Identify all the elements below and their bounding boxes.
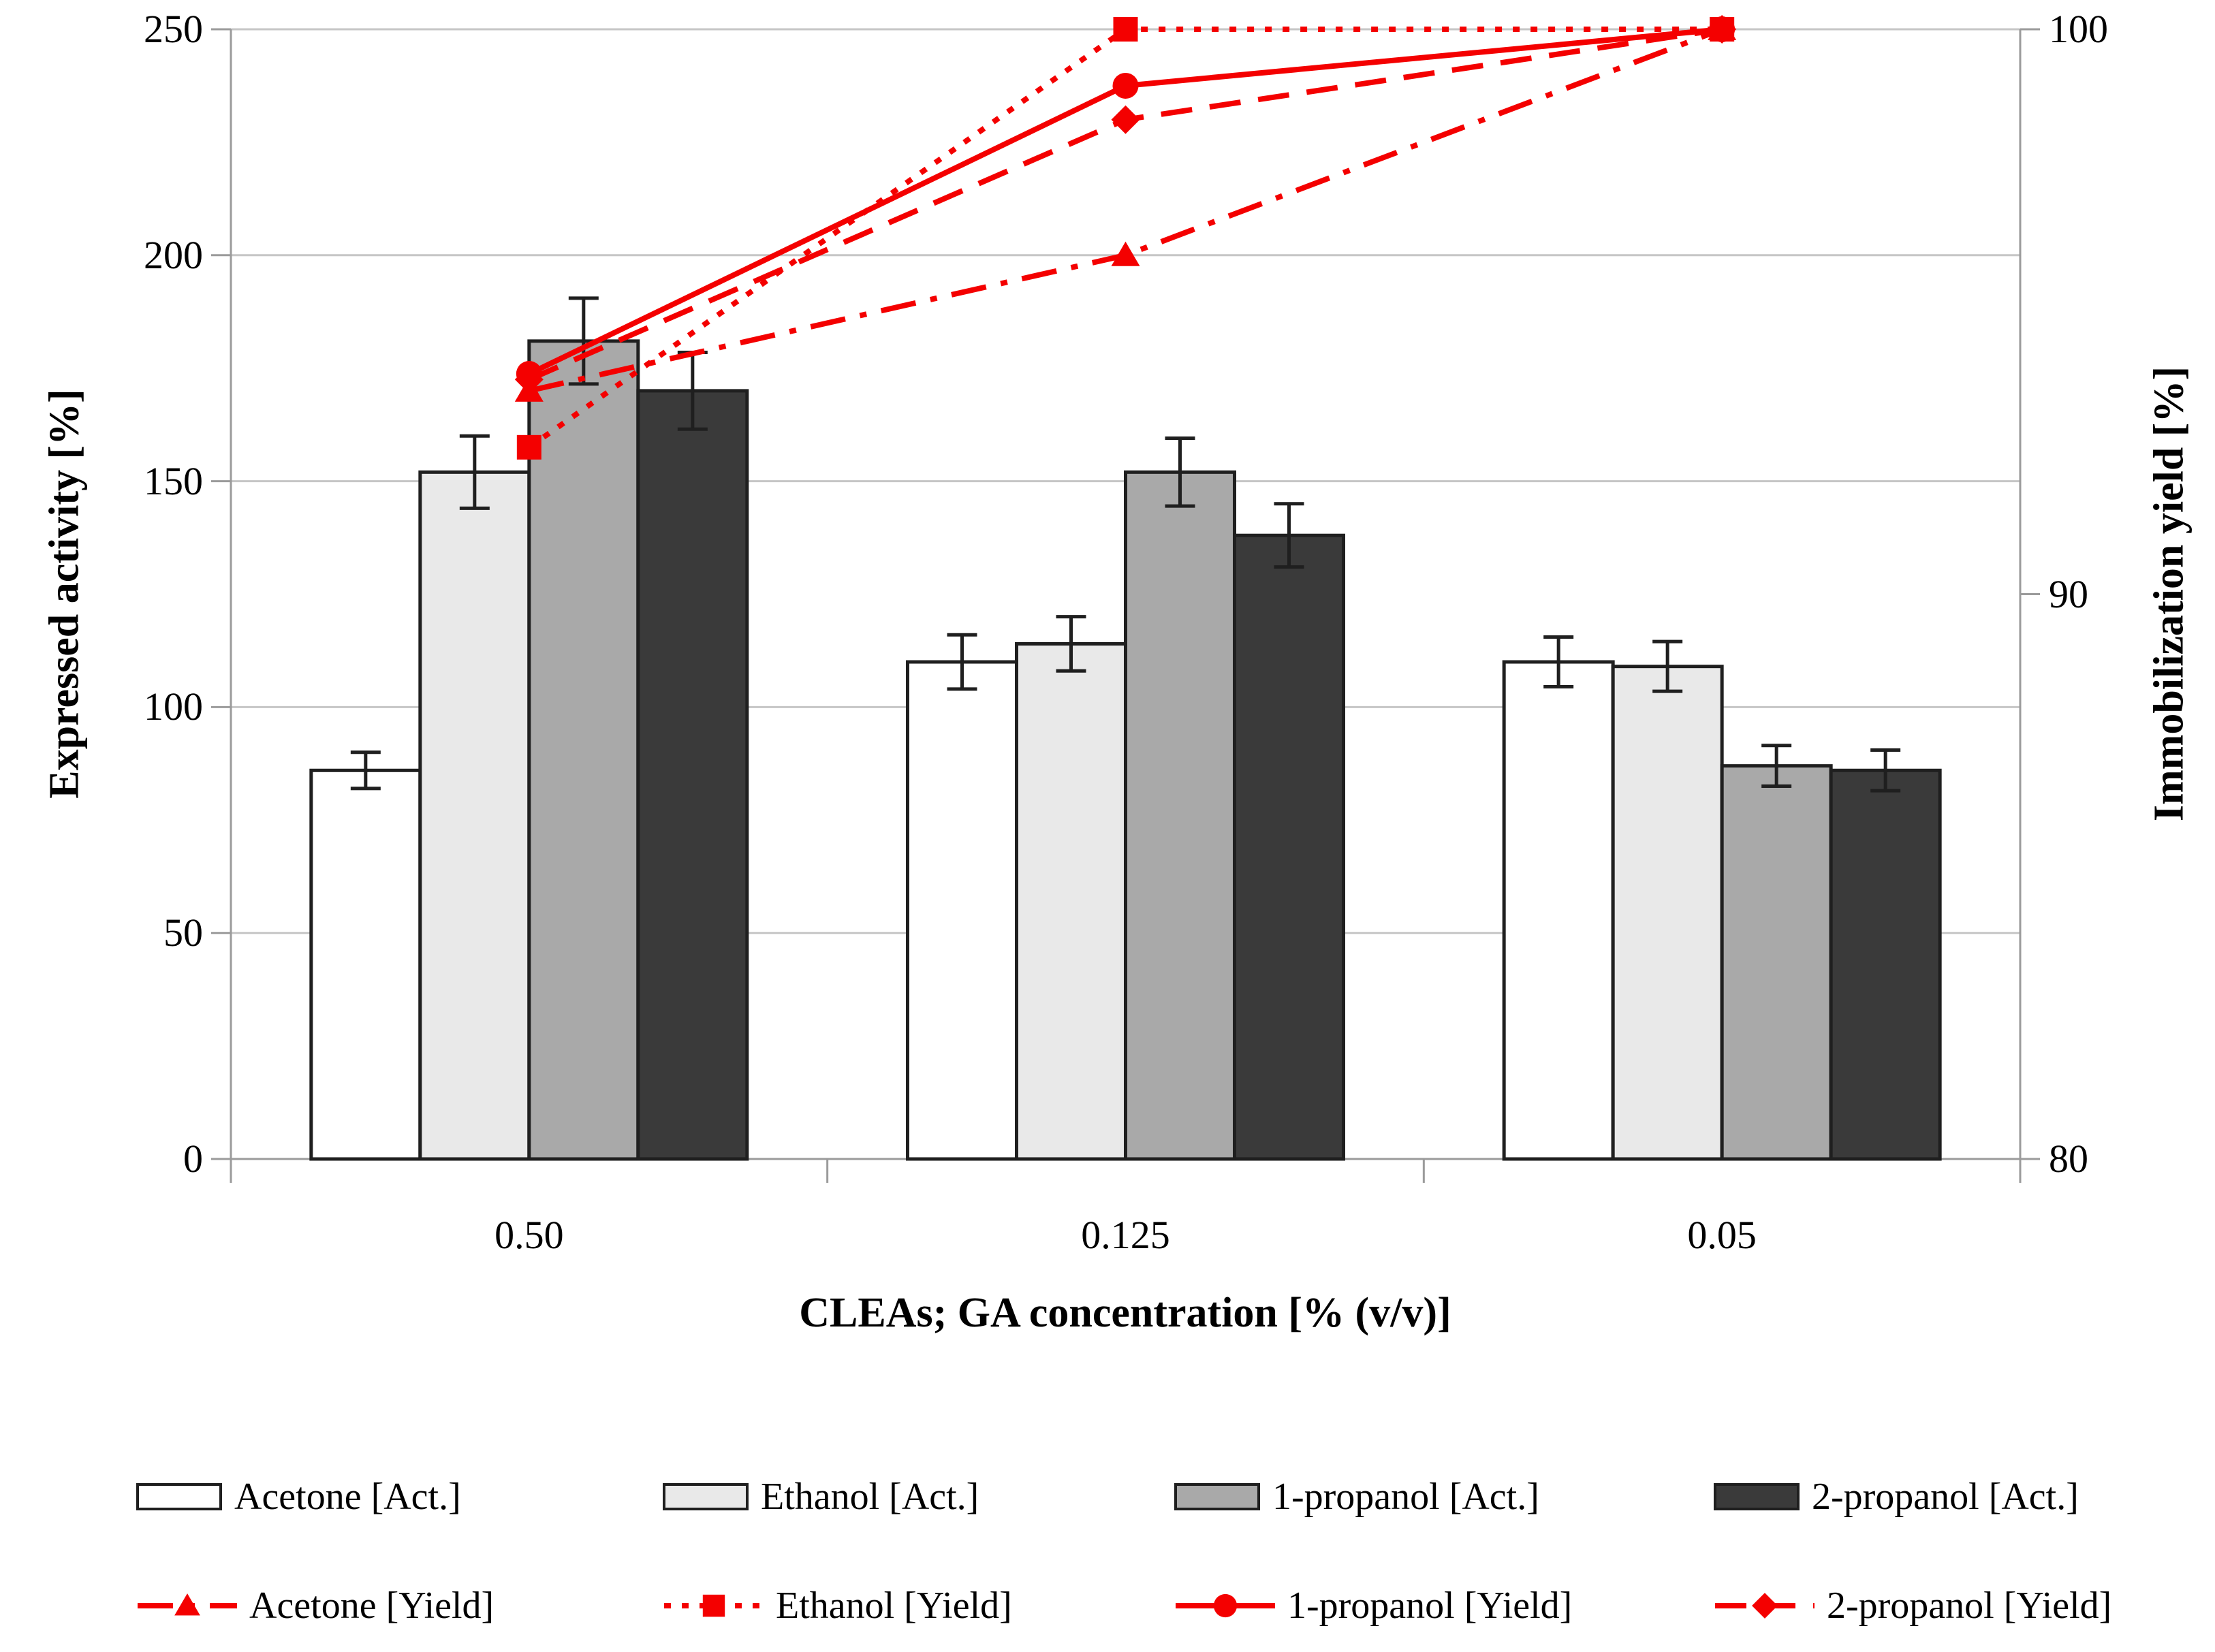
square-marker	[702, 1594, 725, 1617]
bar-acetone-act-	[309, 768, 422, 1161]
legend-line-series: Acetone [Yield] Ethanol [Yield] 1-propanol…	[0, 1582, 2215, 1630]
error-bar	[568, 296, 599, 386]
legend-label: Ethanol [Yield]	[776, 1585, 1012, 1627]
legend-label: Acetone [Yield]	[249, 1585, 494, 1627]
square-marker	[1710, 17, 1735, 42]
legend-line-sample	[138, 1593, 237, 1616]
left-tick-label: 50	[163, 910, 203, 955]
legend-item-ethanol-act-: Ethanol [Act.]	[663, 1473, 979, 1521]
left-axis-title: Expressed activity [%]	[41, 389, 88, 799]
bar-ethanol-act-	[1015, 641, 1127, 1161]
circle-marker	[1112, 72, 1139, 99]
legend-label: 2-propanol [Yield]	[1827, 1585, 2112, 1627]
legend-item-acetone-act-: Acetone [Act.]	[136, 1473, 461, 1521]
bar-ethanol-act-	[418, 470, 531, 1161]
left-tick-label: 150	[144, 458, 203, 503]
error-bar	[459, 434, 490, 510]
left-tick-label: 200	[144, 232, 203, 277]
legend-label: Ethanol [Act.]	[761, 1476, 979, 1518]
right-axis-title: Immobilization yield [%]	[2146, 366, 2193, 822]
right-tick-label: 100	[2049, 7, 2108, 51]
error-bar	[1652, 639, 1683, 693]
legend-line-sample	[1715, 1593, 1815, 1619]
diamond-marker	[1752, 1593, 1778, 1619]
bar-ethanol-act-	[1611, 665, 1724, 1161]
bar-2-propanol-act-	[636, 389, 749, 1161]
legend-item-acetone-yield-: Acetone [Yield]	[136, 1582, 494, 1630]
legend-label: Acetone [Act.]	[234, 1476, 461, 1518]
square-marker	[1113, 17, 1138, 42]
bar-1-propanol-act-	[1124, 470, 1236, 1161]
left-tick-label: 100	[144, 684, 203, 729]
legend-item-1-propanol-yield-: 1-propanol [Yield]	[1174, 1582, 1572, 1630]
circle-marker	[1213, 1593, 1238, 1618]
x-category-label: 0.05	[1687, 1213, 1757, 1257]
bar-2-propanol-act-	[1829, 768, 1942, 1161]
error-bar	[1761, 744, 1792, 789]
legend-item-2-propanol-act-: 2-propanol [Act.]	[1714, 1473, 2079, 1521]
circle-marker	[516, 360, 542, 387]
square-marker	[516, 434, 541, 460]
x-axis-title: CLEAs; GA concentration [% (v/v)]	[799, 1290, 1451, 1336]
legend-line-sample	[664, 1594, 764, 1617]
triangle-marker	[1111, 241, 1140, 266]
x-category-label: 0.125	[1081, 1213, 1170, 1257]
error-bar	[1543, 635, 1574, 689]
legend-label: 1-propanol [Act.]	[1272, 1476, 1539, 1518]
bar-acetone-act-	[906, 660, 1018, 1161]
error-bar	[1274, 502, 1304, 569]
error-bar	[947, 633, 977, 691]
legend-swatch	[136, 1483, 222, 1510]
legend-item-ethanol-yield-: Ethanol [Yield]	[663, 1582, 1012, 1630]
x-category-label: 0.50	[494, 1213, 564, 1257]
right-tick-label: 80	[2049, 1137, 2088, 1181]
error-bar	[1056, 615, 1086, 673]
bar-1-propanol-act-	[1720, 764, 1833, 1161]
bar-2-propanol-act-	[1233, 533, 1345, 1161]
legend-item-2-propanol-yield-: 2-propanol [Yield]	[1714, 1582, 2111, 1630]
legend-label: 1-propanol [Yield]	[1287, 1585, 1573, 1627]
legend-swatch	[1174, 1483, 1260, 1510]
left-tick-label: 0	[183, 1137, 203, 1181]
legend-line-sample	[1176, 1593, 1275, 1618]
legend-swatch	[663, 1483, 749, 1510]
legend-swatch	[1714, 1483, 1800, 1510]
diamond-marker	[1111, 105, 1140, 134]
legend-item-1-propanol-act-: 1-propanol [Act.]	[1174, 1473, 1539, 1521]
bar-1-propanol-act-	[527, 339, 640, 1161]
error-bar	[1165, 436, 1195, 508]
error-bar	[350, 750, 381, 791]
left-tick-label: 250	[144, 7, 203, 51]
legend-label: 2-propanol [Act.]	[1812, 1476, 2079, 1518]
bar-acetone-act-	[1502, 660, 1615, 1161]
error-bar	[1870, 748, 1901, 793]
legend-bar-series: Acetone [Act.] Ethanol [Act.] 1-propanol […	[0, 1473, 2215, 1521]
triangle-marker	[174, 1593, 200, 1616]
right-tick-label: 90	[2049, 571, 2088, 616]
